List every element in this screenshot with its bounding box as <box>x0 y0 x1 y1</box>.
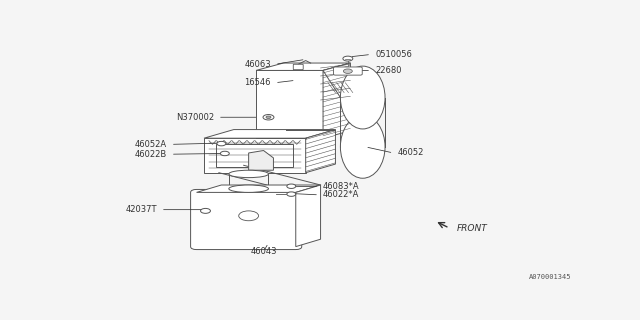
Text: 46052A: 46052A <box>134 140 167 149</box>
Circle shape <box>266 116 271 118</box>
Polygon shape <box>249 150 273 170</box>
Text: 46022*A: 46022*A <box>323 190 360 199</box>
Text: 42037T: 42037T <box>125 205 157 214</box>
Text: 46083*A: 46083*A <box>323 182 360 191</box>
Polygon shape <box>323 63 350 98</box>
Ellipse shape <box>229 170 269 178</box>
Polygon shape <box>306 130 335 173</box>
FancyBboxPatch shape <box>333 67 362 75</box>
Text: 22680: 22680 <box>375 66 402 75</box>
Text: 46052: 46052 <box>397 148 424 157</box>
Text: FRONT: FRONT <box>457 224 488 233</box>
Ellipse shape <box>340 116 385 178</box>
Text: A070001345: A070001345 <box>529 274 571 280</box>
Circle shape <box>343 56 353 61</box>
Polygon shape <box>204 138 306 173</box>
Polygon shape <box>256 70 323 138</box>
Text: N370002: N370002 <box>176 113 214 122</box>
FancyBboxPatch shape <box>293 64 303 70</box>
Circle shape <box>200 208 211 213</box>
FancyBboxPatch shape <box>191 189 301 250</box>
Polygon shape <box>196 185 321 192</box>
Polygon shape <box>256 63 350 70</box>
Text: 46063: 46063 <box>244 60 271 69</box>
Polygon shape <box>204 130 335 138</box>
Text: 46022B: 46022B <box>134 150 167 159</box>
Circle shape <box>263 115 274 120</box>
Circle shape <box>217 141 226 146</box>
Text: 16546: 16546 <box>244 78 271 87</box>
Circle shape <box>239 211 259 221</box>
Polygon shape <box>296 185 321 247</box>
Polygon shape <box>323 63 350 138</box>
Circle shape <box>287 192 296 196</box>
Ellipse shape <box>340 66 385 129</box>
Text: 46043: 46043 <box>250 247 276 256</box>
Circle shape <box>220 151 229 156</box>
Circle shape <box>287 184 296 188</box>
Circle shape <box>344 69 352 73</box>
Ellipse shape <box>229 185 269 192</box>
Text: 0510056: 0510056 <box>375 50 412 59</box>
